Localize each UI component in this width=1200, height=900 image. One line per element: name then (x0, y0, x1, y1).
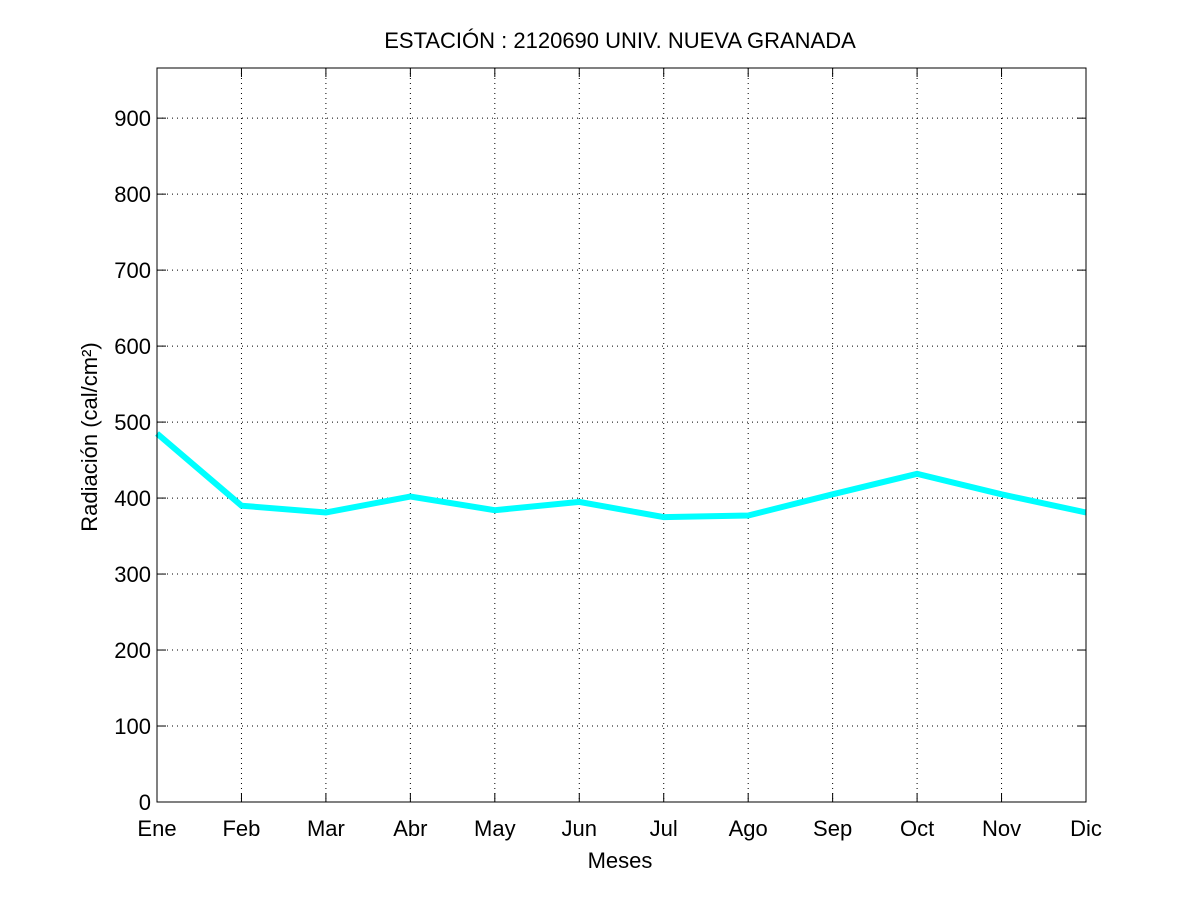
x-tick-label: Ago (729, 816, 768, 841)
plot-area (157, 68, 1086, 802)
x-tick-label: Sep (813, 816, 852, 841)
y-tick-label: 800 (114, 182, 151, 207)
x-tick-label: May (474, 816, 516, 841)
y-tick-label: 700 (114, 258, 151, 283)
y-tick-label: 100 (114, 714, 151, 739)
x-tick-label: Oct (900, 816, 934, 841)
x-axis-label: Meses (588, 848, 653, 873)
series-layer (155, 431, 1087, 521)
chart-title: ESTACIÓN : 2120690 UNIV. NUEVA GRANADA (384, 28, 856, 53)
y-tick-label: 500 (114, 410, 151, 435)
x-tick-label: Ene (137, 816, 176, 841)
x-tick-label: Mar (307, 816, 345, 841)
y-axis-label: Radiación (cal/cm²) (77, 342, 102, 532)
y-tick-label: 600 (114, 334, 151, 359)
y-tick-label: 300 (114, 562, 151, 587)
y-tick-label: 400 (114, 486, 151, 511)
x-tick-label: Abr (393, 816, 427, 841)
y-tick-label: 0 (139, 790, 151, 815)
x-tick-label: Jun (562, 816, 597, 841)
series-line-0 (155, 431, 1087, 521)
y-tick-label: 200 (114, 638, 151, 663)
plot-frame (156, 67, 1087, 803)
x-tick-label: Jul (650, 816, 678, 841)
x-tick-label: Dic (1070, 816, 1102, 841)
y-tick-label: 900 (114, 106, 151, 131)
y-tick-labels: 0 100 200 300 400 500 600 700 800 900 (114, 106, 151, 815)
x-tick-labels: Ene Feb Mar Abr May Jun Jul Ago Sep Oct Nov Dic (137, 816, 1101, 841)
x-tick-label: Nov (982, 816, 1021, 841)
x-tick-label: Feb (222, 816, 260, 841)
